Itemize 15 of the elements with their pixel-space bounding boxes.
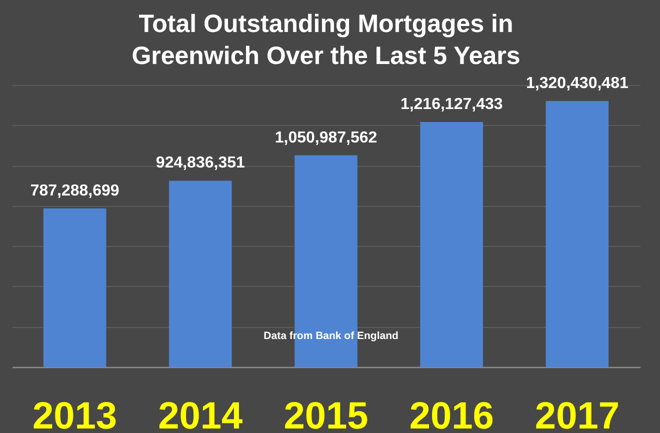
x-tick-label: 2015 [284, 396, 368, 433]
bar [43, 208, 106, 367]
data-label: 1,320,430,481 [526, 75, 628, 92]
chart-title: Total Outstanding Mortgages in Greenwich Over the Last 5 Years [132, 10, 520, 70]
x-tick-label: 2016 [409, 396, 494, 433]
bar [169, 180, 232, 367]
data-label: 1,050,987,562 [274, 129, 378, 146]
data-label: 924,836,351 [156, 154, 245, 172]
data-label: 1,216,127,433 [400, 96, 503, 114]
x-tick-label: 2014 [158, 396, 243, 433]
data-label: 787,288,699 [30, 182, 120, 200]
x-tick-label: 2017 [534, 396, 620, 433]
bar [546, 101, 609, 367]
x-tick-label: 2013 [32, 396, 118, 433]
bar [420, 122, 483, 367]
